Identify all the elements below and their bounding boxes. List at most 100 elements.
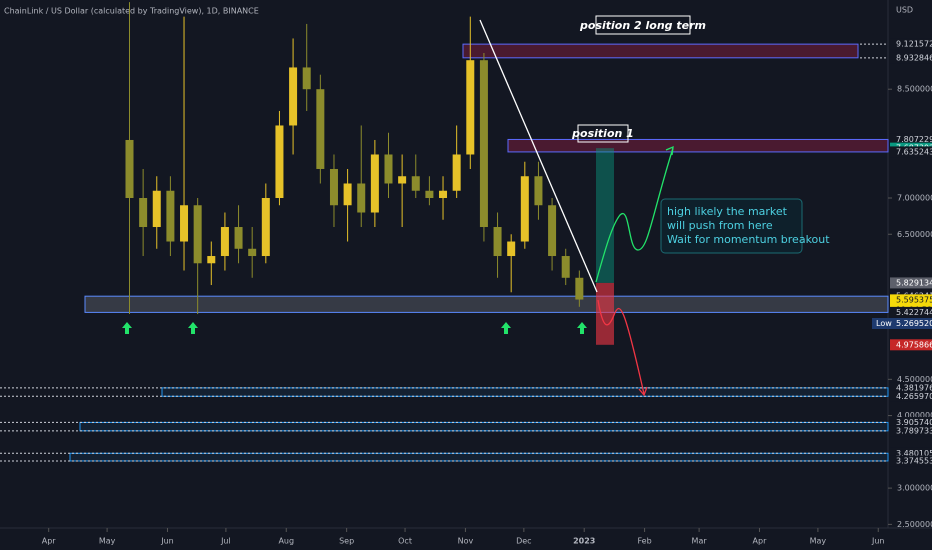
candle-body: [479, 60, 488, 228]
x-tick-label: Mar: [692, 537, 708, 546]
x-tick-label: Jun: [871, 537, 885, 546]
up-arrow: [122, 322, 132, 334]
price-label-bg: [890, 52, 932, 64]
candle-body: [275, 125, 284, 198]
candle-body: [125, 139, 134, 198]
price-label: 5.2695207: [896, 319, 932, 328]
zone: [79, 421, 889, 432]
price-label: 5.4227447: [896, 308, 932, 317]
candle-body: [316, 89, 325, 169]
candle-body: [261, 198, 270, 257]
price-label-bg: [890, 277, 932, 289]
annotation: position 1: [571, 127, 634, 140]
price-label-bg: [890, 38, 932, 50]
candle-body: [248, 248, 257, 257]
y-tick-label: 4.5000000: [897, 375, 932, 384]
chart-title: ChainLink / US Dollar (calculated by Tra…: [4, 7, 259, 16]
x-tick-label: Dec: [516, 537, 531, 546]
bull-arrow: [665, 145, 674, 156]
x-tick-label: May: [99, 537, 116, 546]
x-tick-label: Apr: [42, 537, 57, 546]
price-label: 9.1215727: [896, 40, 932, 49]
candle-body: [384, 154, 393, 184]
x-tick-label: Jun: [160, 537, 174, 546]
annotation: position 2 long term: [579, 19, 706, 32]
x-tick-label: 2023: [573, 537, 595, 546]
price-label: 3.7897339: [896, 426, 932, 435]
zone: [84, 295, 889, 313]
candle-body: [411, 176, 420, 191]
price-label-bg: [890, 390, 932, 402]
y-tick-label: 4.0000000: [897, 411, 932, 420]
x-tick-label: Oct: [398, 537, 412, 546]
price-label-bg: [890, 447, 932, 459]
price-label-bg: [890, 425, 932, 437]
price-label-bg: [890, 133, 932, 145]
price-label-bg: [890, 339, 932, 351]
candle-body: [425, 190, 434, 198]
up-arrow: [501, 322, 511, 334]
candle-body: [370, 154, 379, 213]
candle-body: [398, 176, 407, 184]
candle-body: [548, 205, 557, 257]
y-tick-label: 2.5000000: [897, 520, 932, 529]
price-label-bg: [890, 306, 932, 318]
price-label: 4.2659706: [896, 392, 932, 401]
price-label: 3.3745532: [896, 456, 932, 465]
candle-body: [561, 256, 570, 278]
y-tick-label: 8.5000000: [897, 85, 932, 94]
candle-body: [357, 183, 366, 213]
price-label-bg: [890, 416, 932, 428]
zone: [507, 138, 889, 153]
trend-line: [479, 19, 598, 293]
price-label-bg: [890, 455, 932, 467]
up-arrow: [577, 322, 587, 334]
label-box: [577, 124, 629, 143]
zone: [161, 387, 889, 397]
currency: USD: [896, 6, 913, 15]
price-label-bg: [890, 318, 932, 330]
stop-area: [596, 282, 614, 345]
candle-body: [520, 176, 529, 242]
note-text: Wait for momentum breakout: [667, 233, 830, 246]
candle-body: [493, 227, 502, 257]
y-tick-label: 6.5000000: [897, 230, 932, 239]
bear-arrow: [638, 386, 648, 397]
candle-body: [439, 190, 448, 198]
candle-body: [234, 227, 243, 249]
x-tick-label: Nov: [458, 537, 474, 546]
low-label: Low: [876, 319, 892, 328]
price-label: 4.9758668: [896, 340, 932, 349]
y-tick-label: 7.0000000: [897, 194, 932, 203]
candle-body: [329, 168, 338, 206]
x-tick-label: Feb: [637, 537, 651, 546]
note-box: [660, 198, 803, 254]
x-tick-label: Sep: [339, 537, 354, 546]
zone: [69, 452, 889, 462]
x-tick-label: Jul: [220, 537, 231, 546]
candle-body: [575, 277, 584, 300]
x-tick-label: May: [810, 537, 827, 546]
note-text: high likely the market: [667, 205, 788, 218]
price-label: 8.9328465: [896, 53, 932, 62]
candle-body: [193, 205, 202, 264]
candle-body: [139, 198, 148, 228]
bear-projection: [597, 299, 645, 395]
candle-body: [289, 67, 298, 126]
note-text: will push from here: [667, 219, 773, 232]
price-label-bg: [890, 382, 932, 394]
candle-body: [180, 205, 189, 242]
zone: [462, 43, 859, 59]
candle-body: [466, 60, 475, 155]
price-label: 4.3819769: [896, 383, 932, 392]
target-area: [596, 148, 614, 283]
low-label-bg: [872, 318, 890, 330]
candle-body: [302, 67, 311, 90]
x-tick-label: Apr: [753, 537, 768, 546]
